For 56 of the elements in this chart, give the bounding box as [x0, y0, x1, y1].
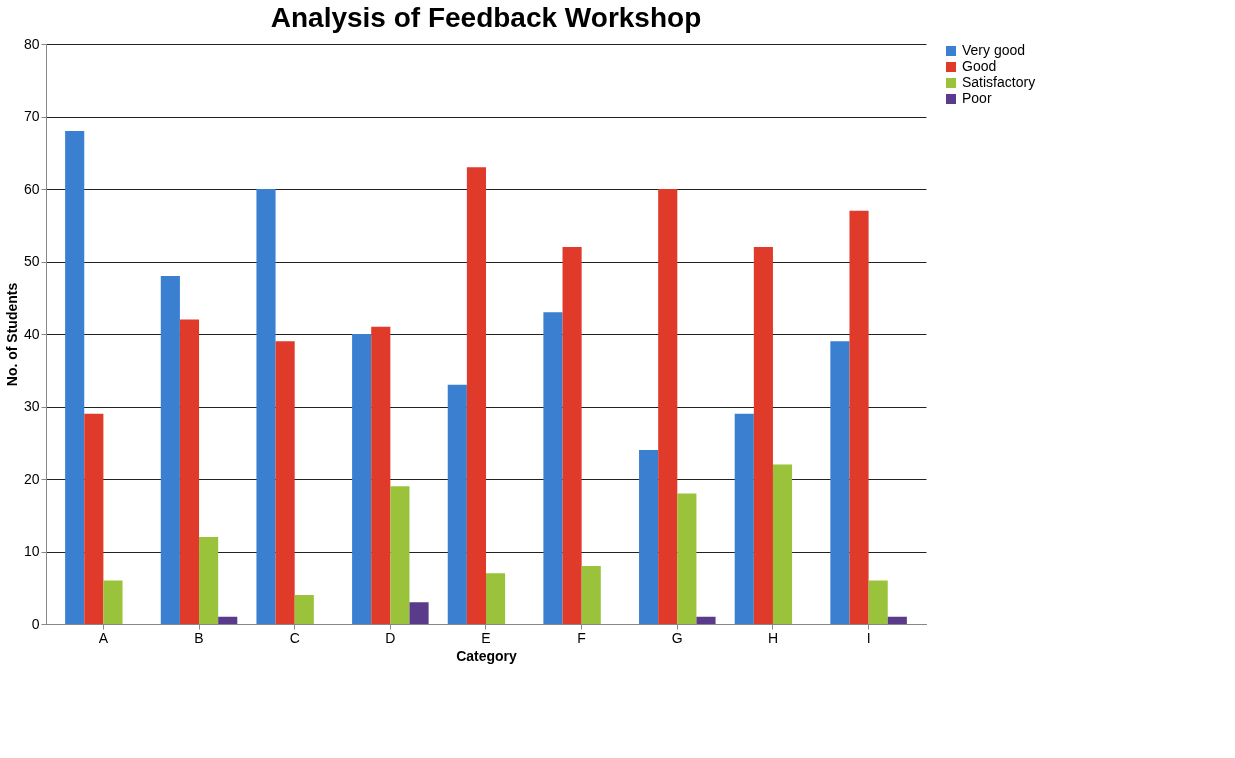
bar	[466, 167, 486, 624]
legend-label: Good	[962, 58, 997, 74]
bar	[371, 326, 391, 624]
bar	[658, 189, 678, 624]
y-tick-label: 40	[23, 325, 40, 342]
x-axis-title: Category	[456, 647, 518, 664]
bar	[734, 413, 754, 624]
bar	[65, 131, 85, 624]
x-tick-label: B	[194, 629, 204, 646]
legend-label: Poor	[962, 90, 992, 106]
bar	[696, 616, 716, 624]
bar	[868, 580, 888, 624]
bar	[218, 616, 238, 624]
bar	[639, 450, 659, 624]
bar	[887, 616, 907, 624]
bar	[830, 341, 850, 624]
bar	[390, 486, 410, 624]
bar	[256, 189, 276, 624]
y-tick-label: 60	[23, 180, 40, 197]
x-tick-label: A	[98, 629, 109, 646]
x-tick-label: C	[289, 629, 300, 646]
x-tick-label: H	[767, 629, 779, 646]
bar	[179, 319, 200, 624]
bar	[275, 341, 295, 624]
y-tick-label: 30	[23, 398, 40, 414]
x-tick-label: G	[671, 629, 683, 646]
bar	[352, 334, 372, 624]
y-tick-label: 20	[23, 470, 40, 487]
x-tick-label: F	[577, 629, 586, 646]
y-tick-label: 50	[23, 253, 40, 269]
bar	[294, 595, 314, 624]
bar	[581, 566, 601, 624]
bar	[677, 493, 697, 624]
x-tick-label: D	[385, 629, 396, 646]
legend-label: Very good	[962, 42, 1026, 58]
bar	[772, 464, 793, 624]
bar	[199, 537, 219, 624]
legend-label: Satisfactory	[962, 74, 1036, 90]
chart-title: Analysis of Feedback Workshop	[270, 2, 702, 33]
bar	[409, 602, 429, 624]
y-tick-label: 80	[23, 35, 40, 52]
bar	[447, 384, 467, 624]
bar	[160, 276, 180, 624]
bar	[753, 247, 773, 624]
y-tick-label: 10	[23, 543, 40, 559]
bar	[849, 210, 869, 624]
y-axis-title: No. of Students	[3, 282, 20, 387]
bar	[562, 247, 582, 624]
bar	[103, 580, 123, 624]
x-tick-label: I	[866, 629, 871, 646]
y-tick-label: 0	[31, 615, 40, 632]
bar	[486, 573, 506, 624]
y-tick-label: 70	[23, 108, 40, 124]
x-tick-label: E	[481, 629, 491, 646]
bar	[84, 413, 104, 624]
bar	[543, 312, 563, 624]
